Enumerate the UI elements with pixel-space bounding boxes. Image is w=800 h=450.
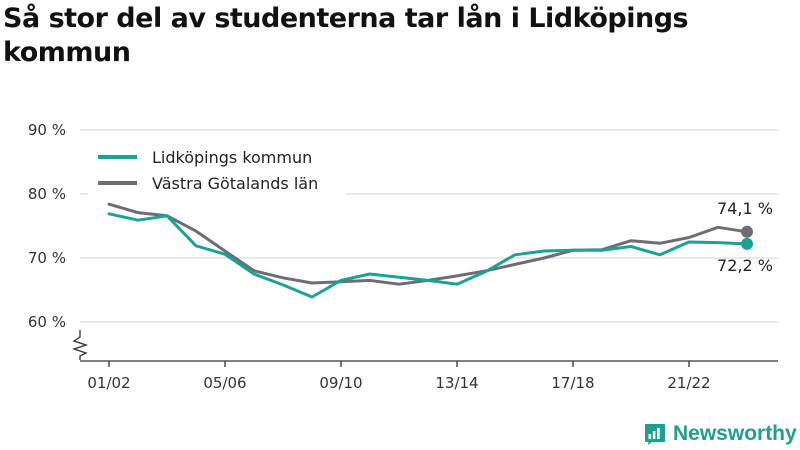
series-line xyxy=(107,202,749,286)
y-tick-label: 90 % xyxy=(28,121,66,139)
y-tick-label: 60 % xyxy=(28,313,66,331)
y-axis-break-icon xyxy=(71,330,89,360)
newsworthy-logo-icon xyxy=(645,424,665,445)
line-chart: 60 % 70 % 80 % 90 % 01/02 05/06 09/10 13/14 17/… xyxy=(28,121,778,392)
x-tick-label: 09/10 xyxy=(319,374,362,392)
brand-logo: Newsworthy xyxy=(643,420,797,448)
legend: Lidköpings kommun Västra Götalands län xyxy=(88,143,346,198)
series-lines xyxy=(107,202,749,299)
series-endpoint xyxy=(741,225,753,238)
legend-background xyxy=(88,143,346,198)
legend-label: Lidköpings kommun xyxy=(152,148,312,167)
x-tick-label: 01/02 xyxy=(87,374,130,392)
series-endpoint xyxy=(741,237,753,250)
chart-title: Så stor del av studenterna tar lån i Lid… xyxy=(3,3,689,68)
y-tick-label: 80 % xyxy=(28,185,66,203)
x-tick-label: 17/18 xyxy=(551,374,594,392)
end-value-label: 74,1 % xyxy=(717,199,773,218)
brand-name: Newsworthy xyxy=(673,422,797,445)
series-endpoints: 72,2 % 74,1 % xyxy=(717,199,773,275)
x-tick-label: 21/22 xyxy=(667,374,710,392)
x-tick-label: 13/14 xyxy=(435,374,478,392)
x-tick-label: 05/06 xyxy=(203,374,246,392)
y-tick-label: 70 % xyxy=(28,249,66,267)
gridlines xyxy=(80,129,778,323)
y-axis-ticks: 60 % 70 % 80 % 90 % xyxy=(28,121,89,360)
x-axis: 01/02 05/06 09/10 13/14 17/18 21/22 xyxy=(80,360,778,392)
series-line xyxy=(107,212,749,299)
end-value-label: 72,2 % xyxy=(717,256,773,275)
legend-label: Västra Götalands län xyxy=(152,174,318,193)
